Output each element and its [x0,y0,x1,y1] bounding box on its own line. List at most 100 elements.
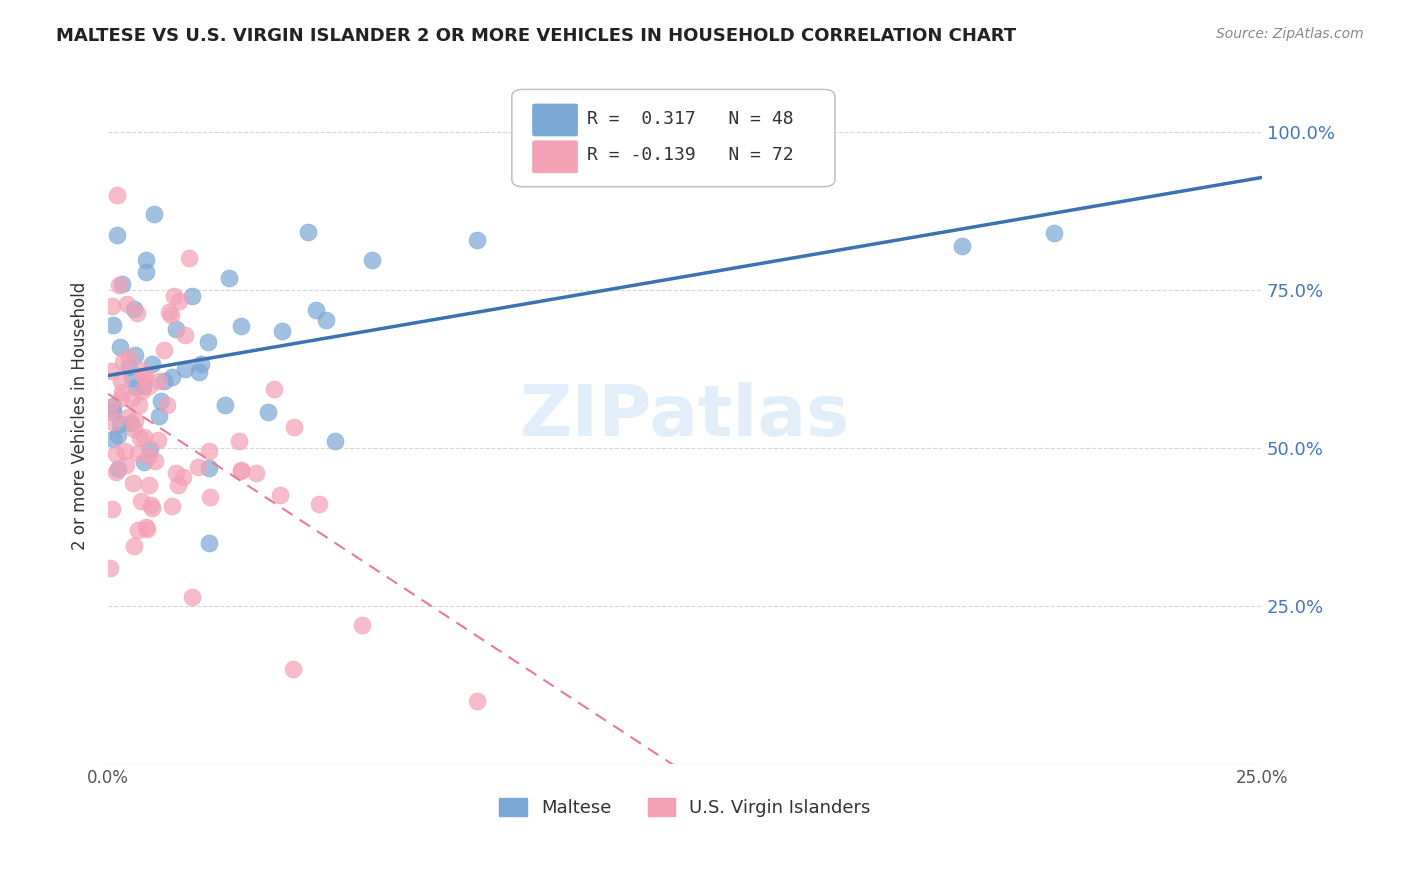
Text: R =  0.317   N = 48: R = 0.317 N = 48 [586,110,793,128]
Point [152,343,174,357]
Point [190,357,212,371]
Point [101,432,124,446]
Point [263,382,285,396]
Point [107,462,129,476]
Point [127,446,149,460]
Point [187,459,209,474]
Point [361,252,384,267]
Point [104,465,127,479]
Point [131,493,153,508]
Point [283,419,305,434]
Point [308,497,330,511]
Point [198,490,221,504]
Point [134,369,156,384]
Point [315,313,337,327]
Point [350,617,373,632]
Point [108,340,131,354]
Point [135,522,157,536]
Point [101,399,124,413]
Point [229,463,252,477]
Point [110,392,132,406]
Point [245,466,267,480]
Point [305,302,328,317]
Point [177,251,200,265]
FancyBboxPatch shape [512,89,835,186]
Point [156,397,179,411]
Point [127,306,149,320]
Point [198,535,221,549]
Point [165,321,187,335]
Point [270,324,292,338]
Point [160,309,183,323]
Point [138,379,160,393]
Point [104,447,127,461]
Point [173,328,195,343]
Point [180,591,202,605]
FancyBboxPatch shape [533,141,578,173]
Point [117,409,139,424]
Point [108,417,131,431]
Point [197,334,219,349]
Legend: Maltese, U.S. Virgin Islanders: Maltese, U.S. Virgin Islanders [492,790,877,824]
Point [950,238,973,252]
Point [101,501,124,516]
Point [98,560,121,574]
Point [115,297,138,311]
Point [174,362,197,376]
Point [297,225,319,239]
Point [257,405,280,419]
Point [141,500,163,515]
Point [465,693,488,707]
Point [1043,226,1066,240]
Point [132,430,155,444]
Point [148,374,170,388]
Text: MALTESE VS U.S. VIRGIN ISLANDER 2 OR MORE VEHICLES IN HOUSEHOLD CORRELATION CHAR: MALTESE VS U.S. VIRGIN ISLANDER 2 OR MOR… [56,27,1017,45]
Point [138,442,160,457]
Point [127,523,149,537]
Point [229,464,252,478]
Point [138,477,160,491]
Point [129,431,152,445]
Point [131,363,153,377]
Point [143,454,166,468]
Point [115,458,138,472]
Point [124,348,146,362]
Point [269,488,291,502]
Point [149,393,172,408]
Text: R = -0.139   N = 72: R = -0.139 N = 72 [586,146,793,164]
Point [143,207,166,221]
Point [132,369,155,384]
Point [110,374,132,388]
Point [139,498,162,512]
Point [110,277,132,291]
Point [148,409,170,423]
Point [167,293,190,308]
Point [135,520,157,534]
Point [218,271,240,285]
Point [105,227,128,242]
Point [134,455,156,469]
Point [125,379,148,393]
Point [197,443,219,458]
Point [138,450,160,464]
Point [122,302,145,317]
Point [229,318,252,333]
Point [135,265,157,279]
Point [103,415,125,429]
Point [114,443,136,458]
Point [118,360,141,375]
Point [121,371,143,385]
Y-axis label: 2 or more Vehicles in Household: 2 or more Vehicles in Household [72,282,89,550]
Point [281,662,304,676]
Point [111,355,134,369]
Point [122,476,145,491]
Point [160,500,183,514]
Point [100,299,122,313]
Point [198,461,221,475]
Point [128,398,150,412]
Point [152,374,174,388]
Point [122,422,145,436]
Point [105,188,128,202]
Point [108,278,131,293]
Point [98,401,121,415]
